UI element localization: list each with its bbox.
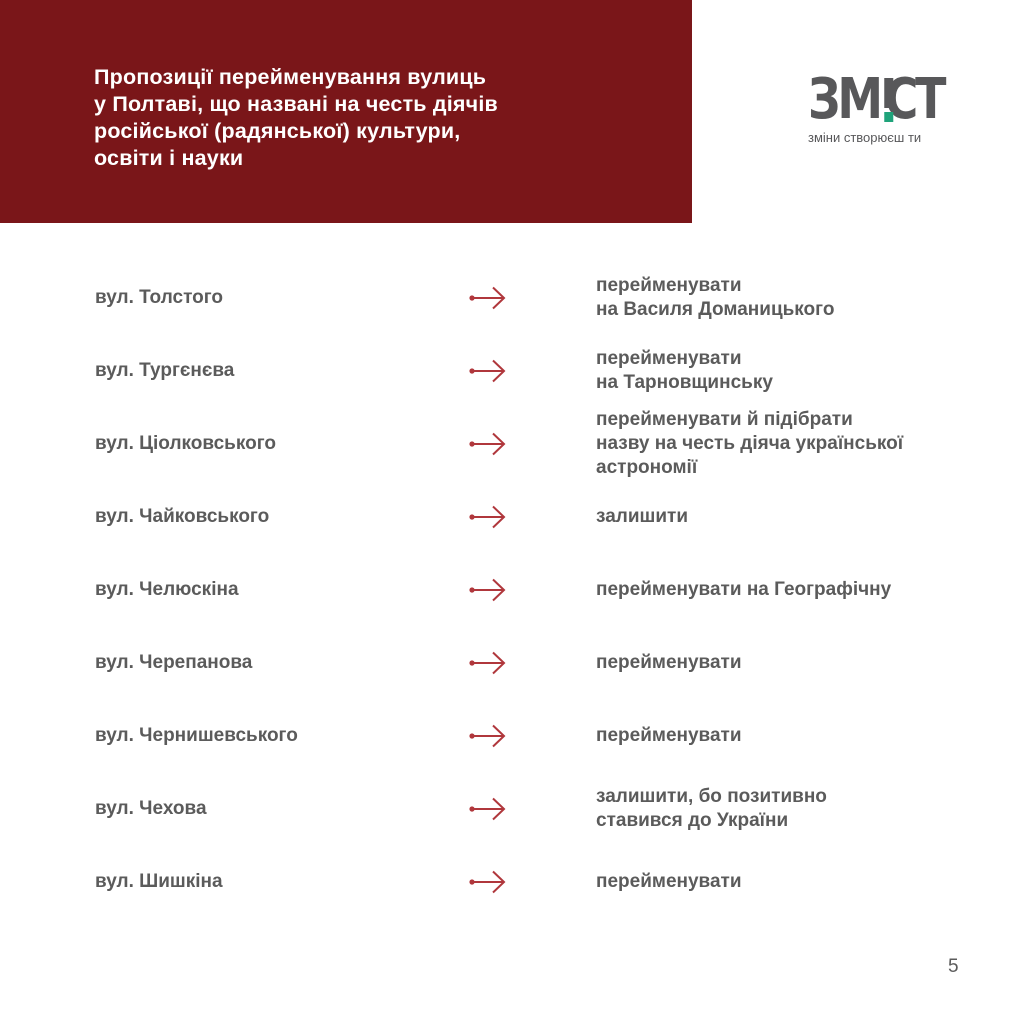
proposed-action: перейменувати на Тарновщинську — [596, 348, 773, 393]
street-name: вул. Чайковського — [95, 506, 270, 527]
street-name: вул. Челюскіна — [95, 579, 239, 600]
table-row: вул. Тургєнєва перейменувати на Тарновщи… — [0, 341, 1024, 401]
arrow-right-icon — [469, 505, 506, 529]
street-name: вул. Тургєнєва — [95, 360, 235, 381]
zmist-logo: ЗМ СТ зміни створюєш ти — [808, 67, 968, 146]
proposed-action: перейменувати й підібрати назву на честь… — [596, 409, 904, 478]
proposed-action: перейменувати на Василя Доманицького — [596, 275, 835, 320]
page-title: Пропозиції перейменування вулиць у Полта… — [94, 65, 498, 170]
street-name: вул. Шишкіна — [95, 871, 223, 892]
street-name: вул. Толстого — [95, 287, 224, 308]
arrow-right-icon — [469, 651, 506, 675]
logo-wordmark: ЗМ СТ — [808, 67, 946, 132]
street-name: вул. Чехова — [95, 798, 207, 819]
table-row: вул. Шишкіна перейменувати — [0, 852, 1024, 912]
logo-tagline: зміни створюєш ти — [808, 130, 922, 145]
street-name: вул. Ціолковського — [95, 433, 276, 454]
table-row: вул. Черепанова перейменувати — [0, 633, 1024, 693]
arrow-right-icon — [469, 724, 506, 748]
table-row: вул. Чернишевського перейменувати — [0, 706, 1024, 766]
arrow-right-icon — [469, 870, 506, 894]
proposed-action: залишити, бо позитивно ставився до Украї… — [596, 786, 827, 831]
street-name: вул. Чернишевського — [95, 725, 298, 746]
arrow-right-icon — [469, 432, 506, 456]
header-banner: Пропозиції перейменування вулиць у Полта… — [0, 0, 692, 223]
page-number: 5 — [948, 956, 959, 977]
table-row: вул. Челюскіна перейменувати на Географі… — [0, 560, 1024, 620]
table-row: вул. Ціолковського перейменувати й підіб… — [0, 409, 1024, 478]
proposed-action: перейменувати на Географічну — [596, 579, 892, 600]
arrow-right-icon — [469, 578, 506, 602]
proposed-action: перейменувати — [596, 871, 742, 892]
table-row: вул. Толстого перейменувати на Василя До… — [0, 268, 1024, 328]
table-row: вул. Чехова залишити, бо позитивно стави… — [0, 779, 1024, 839]
street-name: вул. Черепанова — [95, 652, 253, 673]
proposed-action: залишити — [596, 506, 689, 527]
arrow-right-icon — [469, 359, 506, 383]
arrow-right-icon — [469, 797, 506, 821]
arrow-right-icon — [469, 286, 506, 310]
table-row: вул. Чайковського залишити — [0, 487, 1024, 547]
proposed-action: перейменувати — [596, 725, 742, 746]
proposed-action: перейменувати — [596, 652, 742, 673]
